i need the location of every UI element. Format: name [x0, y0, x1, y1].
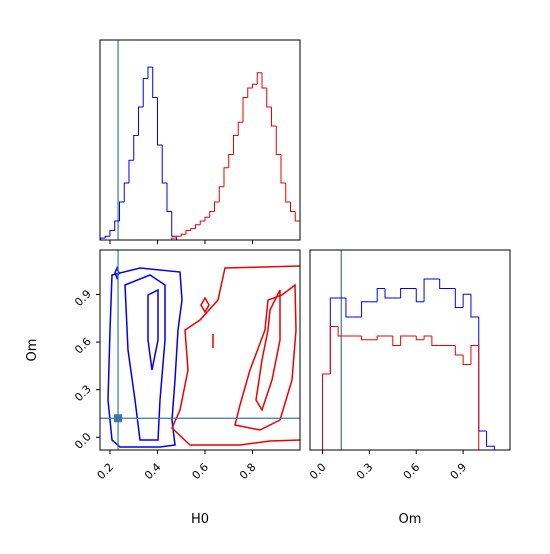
hist-bin: [213, 201, 220, 212]
hist-bin: [337, 326, 346, 337]
hist-bin: [251, 83, 258, 88]
hist-bin: [232, 135, 239, 155]
hist-bin: [190, 228, 196, 231]
contour: [147, 288, 159, 371]
contour: [124, 274, 166, 441]
x-axis-label: Om: [399, 512, 422, 527]
hist-bin: [470, 294, 479, 318]
hist-bin: [147, 66, 153, 79]
hist-bin: [156, 97, 163, 146]
hist-bin: [384, 288, 393, 299]
hist-bin: [142, 78, 148, 107]
hist-bin: [104, 235, 110, 239]
contour: [234, 283, 297, 431]
hist-bin: [194, 224, 201, 229]
hist-bin: [361, 301, 370, 317]
hist-bin: [209, 211, 215, 218]
contour: [107, 267, 183, 448]
hist-bin: [161, 145, 167, 184]
hist-bin: [171, 237, 177, 240]
hist-bin: [322, 373, 331, 450]
hist-bin: [185, 230, 191, 235]
x-axis-label: H0: [191, 512, 209, 527]
hist-bin: [439, 279, 448, 289]
hist-bin: [247, 87, 253, 98]
axes-frame: [99, 249, 301, 451]
hist-bin: [228, 154, 234, 168]
contour: [200, 296, 214, 348]
hist-bin: [218, 186, 224, 202]
hist-bin: [237, 121, 243, 136]
hist-bin: [223, 167, 229, 187]
hist-bin: [486, 431, 495, 450]
hist-bin: [400, 288, 409, 298]
hist-bin: [470, 345, 480, 450]
hist-bin: [400, 335, 409, 346]
hist-bin: [454, 288, 464, 308]
hist-bin: [280, 154, 286, 184]
hist-bin: [415, 288, 425, 303]
contour: [255, 289, 281, 412]
hist-bin: [423, 335, 432, 340]
y-axis-label: Om: [25, 339, 40, 362]
hist-bin: [345, 298, 354, 318]
hist-bin: [242, 97, 248, 123]
hist-bin: [376, 335, 385, 340]
hist-bin: [462, 293, 471, 308]
hist-bin: [289, 202, 296, 212]
hist-bin: [462, 355, 471, 365]
hist-bin: [137, 106, 144, 136]
hist-bin: [454, 345, 464, 356]
hist-bin: [423, 278, 432, 302]
hist-bin: [376, 288, 385, 302]
hist-bin: [175, 235, 182, 239]
hist-bin: [392, 336, 401, 346]
hist-bin: [261, 72, 267, 89]
contours: [107, 265, 301, 448]
hist-bin: [133, 135, 139, 161]
hist-bin: [275, 126, 281, 155]
hist-bin: [256, 72, 262, 85]
hist-bin: [204, 216, 210, 221]
hist-bin: [152, 67, 158, 98]
hist-bin: [285, 183, 291, 203]
hist-bin: [270, 107, 277, 127]
hist-bin: [180, 233, 186, 237]
hist-bin: [266, 88, 272, 108]
hist-bin: [114, 220, 120, 231]
contour: [171, 265, 301, 446]
axes-frame: [309, 249, 511, 451]
hist-bin: [128, 159, 134, 183]
hist-bin: [329, 326, 339, 374]
truth-marker: [114, 414, 123, 423]
hist-bin: [361, 336, 370, 341]
hist-bin: [123, 182, 129, 202]
hist-bin: [431, 336, 440, 346]
hist-bin: [199, 220, 205, 225]
hist-bin: [166, 183, 172, 212]
hist-bin: [118, 201, 125, 221]
hist-bin: [415, 336, 425, 341]
axes-frame: [99, 39, 301, 241]
hist-bin: [109, 230, 115, 237]
